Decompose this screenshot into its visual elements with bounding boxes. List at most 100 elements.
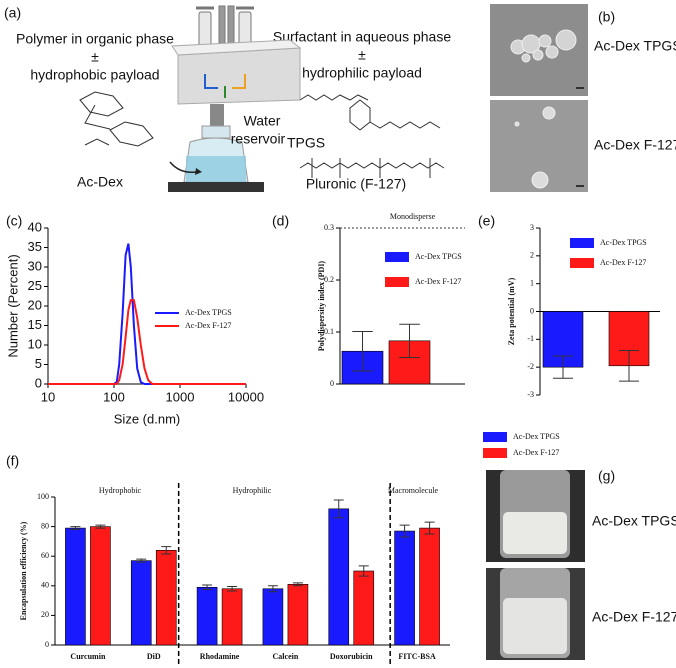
- error-bar: [292, 582, 303, 587]
- y-tick-label: 20: [28, 297, 42, 312]
- error-bar: [619, 349, 639, 382]
- y-tick-label: 35: [28, 239, 42, 254]
- surfactant-name: TPGS: [287, 135, 325, 151]
- error-bar: [553, 355, 573, 379]
- section-label: Hydrophilic: [233, 486, 272, 495]
- y-axis-label: Zeta potential (mV): [507, 277, 516, 345]
- x-axis-label: Size (d.nm): [114, 411, 180, 426]
- y-tick-label: 5: [35, 356, 42, 371]
- bar: [353, 570, 375, 646]
- error-bar: [202, 584, 213, 590]
- particles: [510, 29, 577, 63]
- y-tick-label: 1: [530, 278, 534, 287]
- legend-label: Ac-Dex F-127: [415, 277, 461, 286]
- polymer-name: Ac-Dex: [77, 174, 123, 190]
- phase-text: ±: [91, 49, 99, 65]
- bar: [328, 508, 350, 646]
- y-tick-label: 10: [28, 336, 42, 351]
- surfactant-name: Pluronic (F-127): [306, 176, 406, 192]
- y-axis-label: Encapsulation efficiency (%): [19, 521, 28, 620]
- panel-label: (c): [6, 213, 22, 229]
- y-tick-label: 0: [45, 640, 49, 649]
- legend-label: Ac-Dex F-127: [513, 448, 559, 457]
- y-tick-label: 40: [41, 581, 49, 590]
- x-tick-label: Curcumin: [70, 652, 106, 661]
- y-tick-label: -1: [527, 334, 534, 343]
- x-tick-label: 10: [41, 389, 55, 404]
- bar: [196, 586, 218, 646]
- bar: [419, 527, 440, 646]
- bar: [130, 560, 152, 646]
- series-line: [48, 299, 246, 385]
- panel-label: (d): [272, 213, 289, 229]
- error-bar: [136, 558, 147, 563]
- x-tick-label: 1000: [166, 389, 195, 404]
- reservoir-text: Water: [244, 113, 281, 129]
- image-label: Ac-Dex F-127: [592, 609, 676, 625]
- y-tick-label: 100: [37, 492, 49, 501]
- legend-label: Ac-Dex TPGS: [415, 252, 462, 261]
- y-tick-label: 0: [330, 379, 334, 388]
- bar: [221, 588, 243, 646]
- y-axis-label: Number (Percent): [5, 254, 20, 357]
- legend-label: Ac-Dex F-127: [185, 321, 231, 330]
- y-tick-label: 0.1: [324, 327, 334, 336]
- bar: [287, 584, 309, 646]
- error-bar: [267, 585, 278, 593]
- y-tick-label: 60: [41, 551, 49, 560]
- error-bar: [227, 586, 238, 592]
- reservoir-text: reservoir: [231, 131, 286, 147]
- y-tick-label: 80: [41, 521, 49, 530]
- image-label: Ac-Dex TPGS: [594, 38, 676, 54]
- mixing-chip: [171, 39, 302, 126]
- legend-swatch: [483, 448, 507, 458]
- error-bar: [399, 524, 410, 538]
- panel-label: (g): [598, 468, 615, 484]
- phase-text: hydrophilic payload: [302, 65, 422, 81]
- panel-g: (g) Ac-Dex TPGS Ac-Dex F-127: [486, 468, 676, 660]
- y-tick-label: 0.2: [324, 275, 334, 284]
- bar: [65, 527, 86, 646]
- bar: [90, 526, 111, 646]
- error-bar: [95, 524, 106, 529]
- phase-text: Surfactant in aqueous phase: [273, 29, 451, 45]
- y-tick-label: 3: [530, 223, 534, 232]
- legend-label: Ac-Dex F-127: [600, 258, 646, 267]
- y-tick-label: -3: [527, 390, 534, 399]
- y-tick-label: 2: [530, 251, 534, 260]
- section-label: Hydrophobic: [99, 486, 142, 495]
- phase-text: hydrophobic payload: [30, 67, 159, 83]
- phase-text: Polymer in organic phase: [16, 31, 174, 47]
- particles: [514, 106, 556, 189]
- legend-swatch: [385, 277, 409, 287]
- legend-swatch: [570, 258, 594, 268]
- panel-b: (b) Ac-Dex TPGS Ac-Dex F-127: [490, 4, 676, 192]
- bar: [394, 530, 415, 646]
- x-tick-label: Calcein: [273, 652, 299, 661]
- x-tick-label: Doxorubicin: [330, 652, 373, 661]
- section-label: Macromolecule: [388, 486, 439, 495]
- x-tick-label: 10000: [228, 389, 264, 404]
- structure-sketches: [79, 91, 445, 178]
- y-tick-label: 0: [530, 306, 534, 315]
- x-tick-label: DiD: [147, 652, 161, 661]
- error-bar: [399, 323, 420, 358]
- panel-label: (a): [4, 5, 21, 21]
- legend-swatch: [483, 432, 507, 442]
- legend-label: Ac-Dex TPGS: [185, 308, 232, 317]
- y-axis-label: Polydispersity index (PDI): [317, 261, 326, 352]
- legend-label: Ac-Dex TPGS: [513, 432, 560, 441]
- image-label: Ac-Dex TPGS: [592, 513, 676, 529]
- error-bar: [352, 330, 373, 372]
- legend-swatch: [385, 252, 409, 262]
- y-tick-label: 15: [28, 317, 42, 332]
- panel-label: (b): [598, 9, 615, 25]
- bar: [155, 549, 177, 646]
- y-tick-label: 20: [41, 610, 49, 619]
- y-tick-label: -2: [527, 362, 534, 371]
- y-tick-label: 30: [28, 258, 42, 273]
- error-bar: [333, 499, 344, 519]
- panel-a: (a) Polymer in organic phase ± hydrophob…: [4, 5, 451, 192]
- reference-label: Monodisperse: [390, 212, 436, 221]
- y-tick-label: 40: [28, 219, 42, 234]
